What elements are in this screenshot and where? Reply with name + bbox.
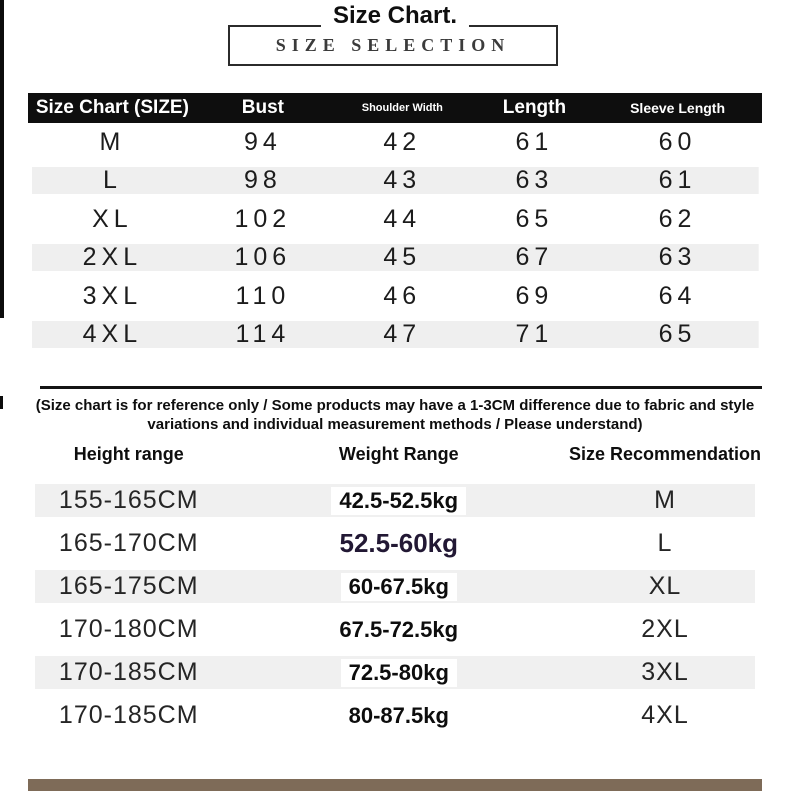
cell-sleeve: 64 — [658, 281, 697, 310]
cell-shoulder: 44 — [383, 204, 422, 233]
table-row: 2XL 106 45 67 63 — [28, 238, 762, 277]
size-selection-box: SIZE SELECTION — [228, 25, 558, 66]
cell-size: L — [102, 166, 122, 195]
cell-weight: 42.5-52.5kg — [331, 486, 467, 515]
cell-sleeve: 65 — [658, 320, 697, 349]
cell-weight: 52.5-60kg — [331, 527, 467, 560]
cell-height: 165-170CM — [58, 529, 199, 557]
table-row: 3XL 110 46 69 64 — [28, 277, 762, 316]
header-bust: Bust — [241, 97, 284, 118]
cell-length: 65 — [515, 204, 554, 233]
cell-shoulder: 42 — [383, 127, 422, 156]
header-sleeve-length: Sleeve Length — [630, 100, 726, 116]
header-size: Size Chart (SIZE) — [35, 97, 189, 118]
cell-length: 63 — [515, 166, 554, 195]
cell-shoulder: 46 — [383, 281, 422, 310]
cell-length: 71 — [515, 320, 554, 349]
cell-shoulder: 47 — [383, 320, 422, 349]
cell-bust: 94 — [243, 127, 282, 156]
disclaimer-text: (Size chart is for reference only / Some… — [35, 397, 755, 434]
table-row: 170-185CM 72.5-80kg 3XL — [20, 656, 770, 689]
table-row: 170-180CM 67.5-72.5kg 2XL — [20, 613, 770, 646]
cell-weight: 72.5-80kg — [340, 658, 457, 687]
cell-weight: 67.5-72.5kg — [331, 615, 467, 644]
cell-height: 170-180CM — [58, 615, 199, 643]
size-selection-label: SIZE SELECTION — [275, 35, 511, 55]
header-length: Length — [502, 97, 567, 118]
cell-weight: 60-67.5kg — [340, 572, 457, 601]
cell-size: L — [657, 529, 673, 557]
cell-size: 3XL — [641, 658, 689, 686]
table-row: L 98 43 63 61 — [28, 161, 762, 200]
size-chart-table-header: Size Chart (SIZE) Bust Shoulder Width Le… — [28, 93, 762, 123]
table-row: 165-170CM 52.5-60kg L — [20, 527, 770, 560]
cell-size: M — [99, 127, 126, 156]
cell-bust: 102 — [234, 204, 292, 233]
recommendation-table-header: Height range Weight Range Size Recommend… — [20, 444, 770, 465]
header-shoulder-width: Shoulder Width — [361, 101, 443, 114]
cell-size: 3XL — [82, 281, 143, 310]
bottom-accent-bar — [28, 779, 762, 791]
table-row: XL 102 44 65 62 — [28, 200, 762, 239]
cell-shoulder: 43 — [383, 166, 422, 195]
cell-height: 165-175CM — [58, 572, 199, 600]
cell-size: 2XL — [641, 615, 689, 643]
table-row: 170-185CM 80-87.5kg 4XL — [20, 699, 770, 732]
cell-length: 67 — [515, 243, 554, 272]
cell-bust: 98 — [243, 166, 282, 195]
cell-sleeve: 60 — [658, 127, 697, 156]
cell-length: 69 — [515, 281, 554, 310]
cell-shoulder: 45 — [383, 243, 422, 272]
cell-length: 61 — [515, 127, 554, 156]
cell-size: M — [654, 486, 676, 514]
recommendation-rows: 155-165CM 42.5-52.5kg M 165-170CM 52.5-6… — [20, 484, 770, 732]
cell-size: XL — [92, 204, 133, 233]
header-size-recommendation: Size Recommendation — [568, 444, 762, 464]
header-height-range: Height range — [73, 444, 184, 464]
cell-bust: 114 — [235, 320, 291, 349]
table-row: 4XL 114 47 71 65 — [28, 315, 762, 354]
table-row: 165-175CM 60-67.5kg XL — [20, 570, 770, 603]
cell-height: 155-165CM — [58, 486, 199, 514]
cell-sleeve: 63 — [658, 243, 697, 272]
cell-size: 2XL — [82, 243, 143, 272]
cell-size: XL — [648, 572, 682, 600]
cell-size: 4XL — [82, 320, 143, 349]
section-divider — [40, 386, 762, 389]
recommendation-table: Height range Weight Range Size Recommend… — [20, 444, 770, 742]
cell-size: 4XL — [641, 701, 689, 729]
cell-weight: 80-87.5kg — [340, 701, 457, 730]
page-title: Size Chart. — [320, 2, 470, 30]
size-chart-table: Size Chart (SIZE) Bust Shoulder Width Le… — [28, 93, 762, 354]
cell-height: 170-185CM — [58, 658, 199, 686]
cell-sleeve: 62 — [658, 204, 697, 233]
cell-sleeve: 61 — [658, 166, 697, 195]
table-row: 155-165CM 42.5-52.5kg M — [20, 484, 770, 517]
cell-bust: 106 — [234, 243, 292, 272]
table-row: M 94 42 61 60 — [28, 123, 762, 162]
cell-height: 170-185CM — [58, 701, 199, 729]
left-edge-tick — [0, 396, 3, 409]
cell-bust: 110 — [235, 281, 291, 310]
header-weight-range: Weight Range — [338, 444, 459, 464]
left-edge-line — [0, 0, 4, 318]
